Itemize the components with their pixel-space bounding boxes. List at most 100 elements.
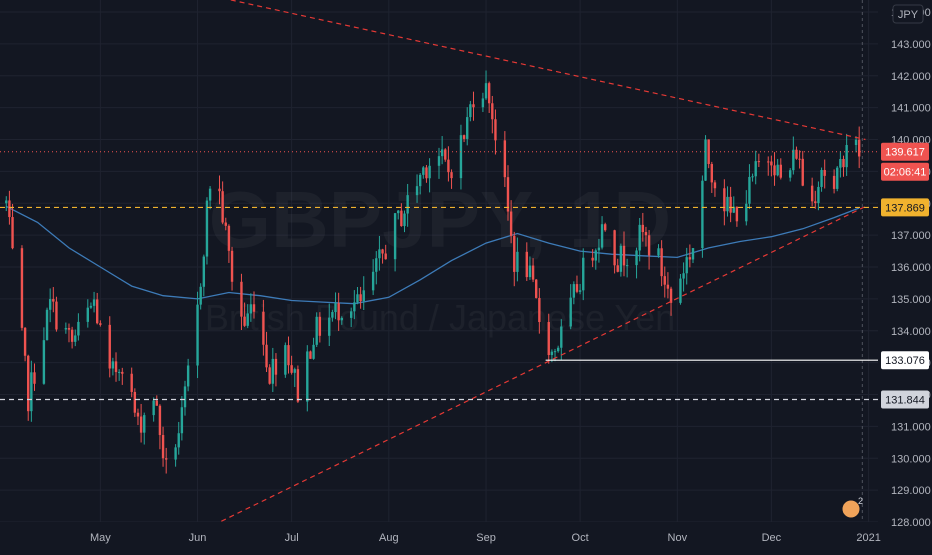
price-axis[interactable]: 128.000129.000130.000131.000132.000133.0…: [878, 0, 932, 550]
candle-body: [622, 245, 626, 266]
candle-body: [660, 248, 663, 277]
candle-body: [603, 224, 607, 231]
candle-body: [384, 253, 387, 260]
candle-body: [224, 222, 227, 226]
candle-body: [117, 371, 121, 373]
candle-body: [832, 175, 836, 189]
candle-body: [202, 256, 206, 287]
candle-body: [444, 149, 447, 160]
candle-body: [795, 149, 798, 159]
candle-body: [406, 195, 409, 214]
candle-body: [575, 284, 579, 292]
candle-body: [208, 188, 212, 201]
watermark-name: British Pound / Japanese Yen: [205, 297, 675, 338]
candle-body: [789, 170, 792, 178]
candle-body: [447, 159, 450, 173]
candle-body: [801, 158, 804, 186]
candle-body: [240, 281, 243, 317]
candle-body: [531, 265, 535, 280]
candle-body: [64, 328, 68, 330]
candle-body: [459, 135, 463, 179]
candle-body: [814, 201, 817, 204]
x-tick-label: Sep: [476, 532, 496, 544]
candle-body: [48, 299, 52, 310]
candle-body: [638, 224, 641, 251]
candle-body: [792, 149, 795, 171]
candle-body: [397, 210, 400, 214]
candle-body: [635, 250, 638, 266]
candle-body: [663, 276, 666, 285]
candle-body: [582, 257, 585, 291]
candle-body: [293, 369, 296, 373]
candle-body: [174, 447, 177, 460]
candle-body: [70, 329, 74, 342]
svg-text:131.844: 131.844: [885, 394, 925, 406]
candle-body: [8, 200, 11, 218]
candle-body: [42, 340, 46, 384]
candle-body: [450, 172, 453, 179]
trendline-descending-resistance[interactable]: [213, 0, 866, 141]
candle-body: [553, 351, 557, 353]
currency-button[interactable]: JPY: [892, 4, 924, 24]
candle-body: [723, 188, 726, 212]
trendline-layer[interactable]: [212, 0, 866, 526]
candle-body: [644, 232, 648, 236]
candle-body: [625, 265, 629, 267]
candle-body: [290, 365, 293, 373]
price-lines-layer[interactable]: [0, 151, 878, 401]
candle-body: [688, 257, 692, 260]
candle-body: [243, 316, 246, 326]
y-tick-label: 143.000: [891, 39, 931, 51]
candle-body: [842, 158, 845, 168]
candle-body: [823, 169, 826, 176]
candle-body: [516, 251, 519, 272]
candle-body: [111, 361, 115, 369]
time-axis[interactable]: May Jun Jul Aug Sep Oct Nov Dec 2021: [0, 522, 881, 550]
candle-body: [312, 344, 315, 359]
candle-body: [371, 271, 375, 291]
candle-body: [121, 371, 124, 374]
candle-body: [164, 458, 168, 460]
candle-body: [133, 391, 137, 413]
candle-body: [732, 206, 735, 213]
candle-body: [183, 386, 187, 408]
candle-body: [375, 258, 378, 272]
candle-body: [437, 156, 441, 166]
candle-body: [773, 165, 776, 176]
candle-body: [33, 372, 36, 384]
candle-body: [180, 407, 184, 434]
trendline-ascending-support[interactable]: [212, 205, 866, 526]
candle-body: [854, 139, 858, 146]
candle-body: [619, 245, 623, 272]
candle-body: [306, 351, 309, 402]
x-tick-label: Jun: [189, 532, 207, 544]
bell-icon[interactable]: [841, 499, 861, 519]
candle-body: [839, 158, 842, 168]
candle-body: [155, 400, 158, 406]
candle-body: [331, 312, 334, 318]
candle-body: [268, 367, 271, 384]
candle-body: [745, 203, 748, 222]
candle-body: [701, 180, 704, 249]
y-tick-label: 137.000: [891, 230, 931, 242]
candle-body: [547, 322, 550, 356]
moving-average-layer: [6, 205, 860, 305]
candle-body: [535, 279, 538, 298]
candle-body: [378, 249, 381, 259]
candle-body: [600, 224, 604, 248]
candle-body: [74, 335, 77, 342]
candle-body: [30, 372, 33, 412]
candle-body: [481, 98, 485, 108]
notification-badge[interactable]: 2: [841, 496, 863, 519]
x-tick-label: Jul: [285, 532, 299, 544]
candle-body: [469, 104, 472, 118]
candle-body: [23, 327, 27, 356]
candle-body: [550, 351, 554, 356]
candle-body: [196, 304, 199, 366]
watermark-layer: GBPJPY, 1D British Pound / Japanese Yen: [205, 175, 675, 338]
candle-body: [594, 250, 597, 261]
candle-body: [751, 176, 754, 178]
